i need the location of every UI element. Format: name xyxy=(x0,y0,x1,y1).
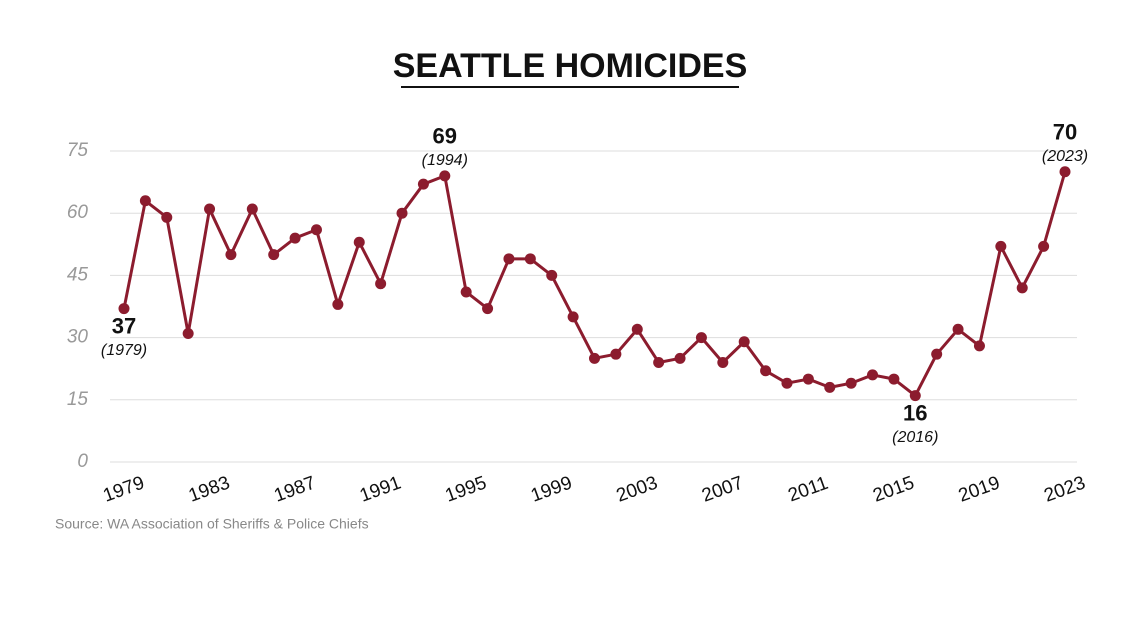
y-tick-label: 45 xyxy=(67,264,89,285)
point xyxy=(375,278,387,290)
point xyxy=(610,348,622,360)
x-tick-label: 2003 xyxy=(614,472,661,506)
x-tick-label: 2019 xyxy=(956,472,1003,506)
point xyxy=(867,369,879,381)
point xyxy=(674,352,686,364)
point xyxy=(310,224,322,236)
point xyxy=(824,381,836,393)
point xyxy=(995,240,1007,252)
point xyxy=(909,390,921,402)
x-tick-label: 1979 xyxy=(100,472,147,506)
point xyxy=(931,348,943,360)
annotation: (1994) xyxy=(422,152,468,169)
point xyxy=(246,203,258,215)
point xyxy=(182,327,194,339)
point xyxy=(268,249,280,261)
point xyxy=(781,377,793,389)
point xyxy=(952,323,964,335)
point xyxy=(888,373,900,385)
x-tick-label: 1999 xyxy=(528,472,575,506)
y-tick-label: 30 xyxy=(67,327,89,348)
point xyxy=(738,336,750,348)
point xyxy=(653,356,665,368)
point xyxy=(460,286,472,298)
x-tick-label: 2015 xyxy=(870,472,917,506)
y-tick-label: 15 xyxy=(67,389,89,410)
x-tick-label: 1995 xyxy=(443,472,490,506)
point xyxy=(1038,240,1050,252)
x-tick-label: 2011 xyxy=(785,473,831,507)
point xyxy=(524,253,536,265)
annotation: (2023) xyxy=(1042,148,1088,165)
point xyxy=(845,377,857,389)
x-tick-label: 1983 xyxy=(186,472,233,506)
chart-title: SEATTLE HOMICIDES xyxy=(393,47,748,85)
x-tick-label: 2007 xyxy=(699,472,746,506)
point xyxy=(717,356,729,368)
point xyxy=(439,170,451,182)
data-label: 69 xyxy=(433,124,457,149)
point xyxy=(353,236,365,248)
data-label: 70 xyxy=(1053,120,1077,145)
x-tick-label: 1987 xyxy=(271,472,318,506)
point xyxy=(204,203,216,215)
point xyxy=(396,207,408,219)
point xyxy=(225,249,237,261)
x-tick-label: 2023 xyxy=(1041,472,1088,506)
point xyxy=(503,253,515,265)
x-tick-label: 1991 xyxy=(357,472,404,506)
data-label: 37 xyxy=(112,313,136,338)
point xyxy=(139,195,151,207)
point xyxy=(546,269,558,281)
point xyxy=(589,352,600,364)
y-tick-label: 75 xyxy=(67,140,89,161)
annotation: (1979) xyxy=(101,342,147,359)
point xyxy=(760,365,772,377)
point xyxy=(802,373,814,385)
source: Source: WA Association of Sheriffs & Pol… xyxy=(55,516,369,532)
point xyxy=(567,311,579,323)
point xyxy=(332,298,344,310)
y-tick-label: 0 xyxy=(77,451,88,472)
point xyxy=(1016,282,1028,294)
point xyxy=(118,303,130,315)
y-tick-label: 60 xyxy=(67,202,89,223)
point xyxy=(482,303,494,315)
point xyxy=(289,232,301,244)
annotation: (2016) xyxy=(892,429,938,446)
point xyxy=(1059,166,1071,178)
point xyxy=(161,211,173,223)
point xyxy=(973,340,985,352)
point xyxy=(631,323,643,335)
point xyxy=(417,178,429,190)
point xyxy=(695,332,707,344)
data-label: 16 xyxy=(903,400,927,425)
